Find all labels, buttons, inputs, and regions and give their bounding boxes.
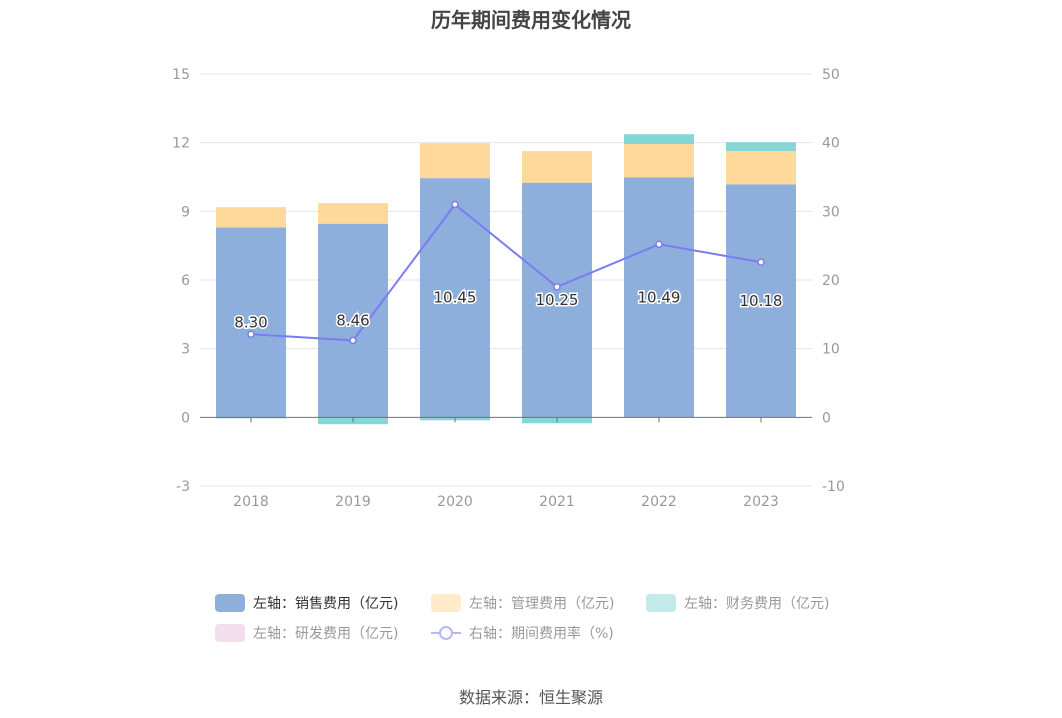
rate-point xyxy=(655,240,663,249)
left-tick-label: 6 xyxy=(181,273,190,289)
data-source: 数据来源：恒生聚源 xyxy=(458,688,603,707)
bar-2021-series1 xyxy=(522,151,592,183)
legend-item-admin[interactable]: 左轴：管理费用（亿元) xyxy=(431,593,614,613)
bar-2023-series0 xyxy=(726,184,796,418)
rate-point xyxy=(553,283,561,291)
x-tick-label: 2019 xyxy=(335,494,371,510)
left-tick-label: 9 xyxy=(181,204,190,220)
bar-2021-series0 xyxy=(522,182,592,418)
rate-line xyxy=(250,203,762,342)
bar-value-label: 10.45 xyxy=(434,289,477,307)
legend-label: 右轴：期间费用率（%) xyxy=(469,626,614,642)
left-tick-label: 3 xyxy=(181,342,190,358)
right-tick-label: 30 xyxy=(822,204,840,220)
bar-2019-series0 xyxy=(318,223,388,418)
bar-2020-series1 xyxy=(420,143,490,179)
left-tick-label: 0 xyxy=(181,410,190,426)
legend-item-sales[interactable]: 左轴：销售费用（亿元) xyxy=(215,593,398,613)
legend-label: 左轴：管理费用（亿元) xyxy=(469,596,615,612)
bar-2019-series1 xyxy=(318,203,388,224)
bar-2022-series2 xyxy=(624,134,694,145)
x-tick-label: 2021 xyxy=(539,494,575,510)
legend-label: 左轴：财务费用（亿元) xyxy=(684,596,830,612)
bar-value-label: 8.30 xyxy=(234,313,267,331)
rate-point xyxy=(349,336,357,345)
bar-value-label: 10.25 xyxy=(536,291,579,309)
x-tick-label: 2023 xyxy=(743,494,779,510)
bar-2023-series2 xyxy=(726,142,796,152)
left-tick-label: 15 xyxy=(172,67,190,83)
legend-label: 左轴：研发费用（亿元) xyxy=(253,626,399,642)
legend-item-rate[interactable]: 右轴：期间费用率（%) xyxy=(431,623,614,643)
right-tick-label: -10 xyxy=(822,479,845,495)
legend-item-finance[interactable]: 左轴：财务费用（亿元) xyxy=(646,593,829,613)
legend-swatch xyxy=(215,624,245,642)
legend-line-icon xyxy=(431,626,461,640)
rate-point xyxy=(451,200,459,209)
bar-2018-series0 xyxy=(216,227,286,418)
right-tick-label: 10 xyxy=(822,342,840,358)
left-tick-label: -3 xyxy=(176,479,190,495)
rate-point xyxy=(247,330,255,338)
right-tick-label: 40 xyxy=(822,136,840,152)
bar-value-label: 10.49 xyxy=(638,288,681,306)
right-tick-label: 0 xyxy=(822,410,831,426)
bar-2020-series0 xyxy=(420,178,490,418)
rate-point xyxy=(757,258,765,266)
bar-value-label: 8.46 xyxy=(336,312,369,330)
bar-2022-series0 xyxy=(624,177,694,418)
bar-2023-series1 xyxy=(726,151,796,185)
legend-swatch xyxy=(215,594,245,612)
legend-swatch xyxy=(646,594,676,612)
bar-2018-series1 xyxy=(216,207,286,228)
x-tick-label: 2018 xyxy=(233,494,269,510)
bar-2022-series1 xyxy=(624,144,694,178)
x-tick-label: 2022 xyxy=(641,494,677,510)
chart-title: 历年期间费用变化情况 xyxy=(431,8,631,32)
legend-label: 左轴：销售费用（亿元) xyxy=(253,596,399,612)
legend-item-rd[interactable]: 左轴：研发费用（亿元) xyxy=(215,623,398,643)
right-tick-label: 20 xyxy=(822,273,840,289)
left-tick-label: 12 xyxy=(172,136,190,152)
chart-plot: -3 -10 0 0 3 10 6 20 9 30 12 40 15 50 2018 2019 2020 2021… xyxy=(172,67,845,510)
bar-value-label: 10.18 xyxy=(740,292,783,310)
legend-swatch xyxy=(431,594,461,612)
right-tick-label: 50 xyxy=(822,67,840,83)
x-tick-label: 2020 xyxy=(437,494,473,510)
